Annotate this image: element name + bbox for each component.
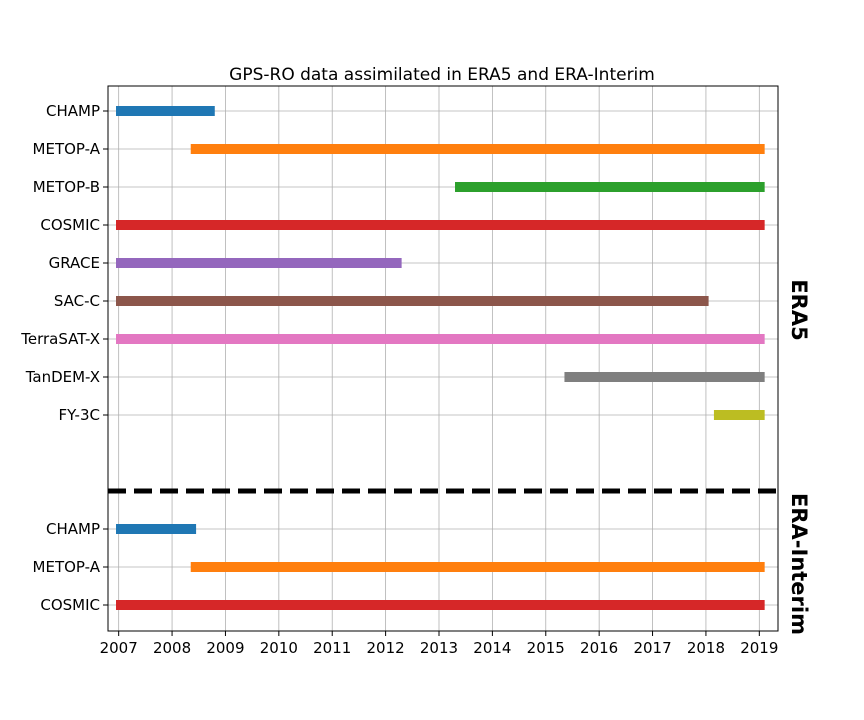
y-tick-label: METOP-B: [33, 178, 100, 196]
x-tick-label: 2015: [527, 639, 565, 657]
y-tick-labels: CHAMP METOP-A METOP-B COSMIC GRACE SAC-C Terra…: [20, 102, 108, 614]
y-tick-label: METOP-A: [33, 558, 101, 576]
bar-fy-3c: [713, 410, 765, 420]
x-tick-label: 2018: [687, 639, 725, 657]
x-tick-labels: 2007 2008 2009 2010 2011 2012 2013 2014 2015 2016…: [100, 631, 778, 657]
y-tick-label: COSMIC: [40, 596, 100, 614]
y-tick-label: METOP-A: [33, 140, 101, 158]
y-tick-label: CHAMP: [46, 102, 100, 120]
y-tick-label: COSMIC: [40, 216, 100, 234]
x-tick-label: 2008: [153, 639, 191, 657]
bar-metop-a: [190, 144, 765, 154]
bar-metop-b: [455, 182, 765, 192]
bar-sac-c: [116, 296, 709, 306]
x-tick-label: 2007: [100, 639, 138, 657]
section-label-era-interim: ERA-Interim: [787, 493, 811, 635]
bar-terrasat-x: [116, 334, 765, 344]
bar-champ: [116, 524, 197, 534]
bar-champ: [116, 106, 215, 116]
section-labels: ERA5 ERA-Interim: [787, 279, 811, 635]
x-tick-label: 2016: [580, 639, 618, 657]
x-tick-label: 2011: [313, 639, 351, 657]
y-tick-label: TerraSAT-X: [20, 330, 100, 348]
timeline-bars: [116, 106, 765, 610]
x-tick-label: 2014: [473, 639, 511, 657]
y-tick-label: TanDEM-X: [25, 368, 100, 386]
x-tick-label: 2017: [633, 639, 671, 657]
x-tick-label: 2012: [367, 639, 405, 657]
grid-lines: [108, 86, 778, 631]
x-tick-label: 2010: [260, 639, 298, 657]
y-tick-label: FY-3C: [59, 406, 100, 424]
bar-cosmic: [116, 220, 765, 230]
y-tick-label: SAC-C: [54, 292, 100, 310]
section-label-era5: ERA5: [787, 279, 811, 340]
bar-cosmic: [116, 600, 765, 610]
bar-tandem-x: [564, 372, 765, 382]
x-tick-label: 2009: [206, 639, 244, 657]
plot-frame: [107, 85, 779, 632]
x-tick-label: 2019: [740, 639, 778, 657]
bar-metop-a: [190, 562, 765, 572]
chart-title: GPS-RO data assimilated in ERA5 and ERA-…: [229, 65, 655, 85]
bar-grace: [116, 258, 402, 268]
y-tick-label: CHAMP: [46, 520, 100, 538]
x-tick-label: 2013: [420, 639, 458, 657]
y-tick-label: GRACE: [49, 254, 100, 272]
